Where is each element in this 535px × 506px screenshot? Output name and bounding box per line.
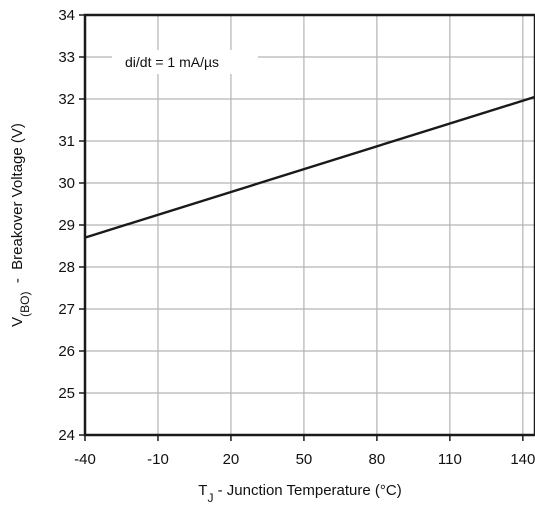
x-tick-label: 140 (510, 451, 535, 468)
y-axis-title: V(BO) - Breakover Voltage (V) (9, 123, 32, 327)
x-axis-title-main: T (198, 482, 207, 499)
y-tick-label: 25 (58, 385, 75, 402)
y-tick-label: 27 (58, 301, 75, 318)
x-axis-title: TJ - Junction Temperature (°C) (198, 482, 401, 505)
y-axis-title-rest: - Breakover Voltage (V) (9, 123, 26, 291)
y-tick-labels: 24 25 26 27 28 29 30 31 32 33 34 (58, 7, 75, 444)
x-tick-label: -10 (147, 451, 169, 468)
annotation-text: di/dt = 1 mA/µs (125, 54, 219, 70)
y-axis-title-main: V (9, 317, 26, 327)
annotation: di/dt = 1 mA/µs (112, 50, 258, 74)
y-tick-label: 26 (58, 343, 75, 360)
y-tick-label: 34 (58, 7, 75, 24)
y-tick-label: 29 (58, 217, 75, 234)
x-tick-label: 50 (296, 451, 313, 468)
x-axis-title-rest: - Junction Temperature (°C) (213, 482, 401, 499)
series-line (84, 95, 535, 239)
y-tick-label: 28 (58, 259, 75, 276)
y-tick-label: 31 (58, 133, 75, 150)
y-tick-label: 30 (58, 175, 75, 192)
x-tick-label: 110 (438, 451, 462, 468)
y-tick-label: 24 (58, 427, 75, 444)
x-tick-label: 80 (369, 451, 386, 468)
y-tick-label: 32 (58, 91, 75, 108)
x-tick-label: 20 (223, 451, 240, 468)
y-tick-label: 33 (58, 49, 75, 66)
x-tick-labels: -40 -10 20 50 80 110 140 (74, 451, 535, 468)
annotation-background (112, 50, 258, 74)
x-tick-label: -40 (74, 451, 96, 468)
y-axis-title-subscript: (BO) (18, 292, 32, 317)
series-layer (84, 95, 535, 239)
x-axis-title-subscript: J (207, 491, 213, 505)
ticks-layer (79, 14, 524, 441)
grid (85, 15, 535, 435)
